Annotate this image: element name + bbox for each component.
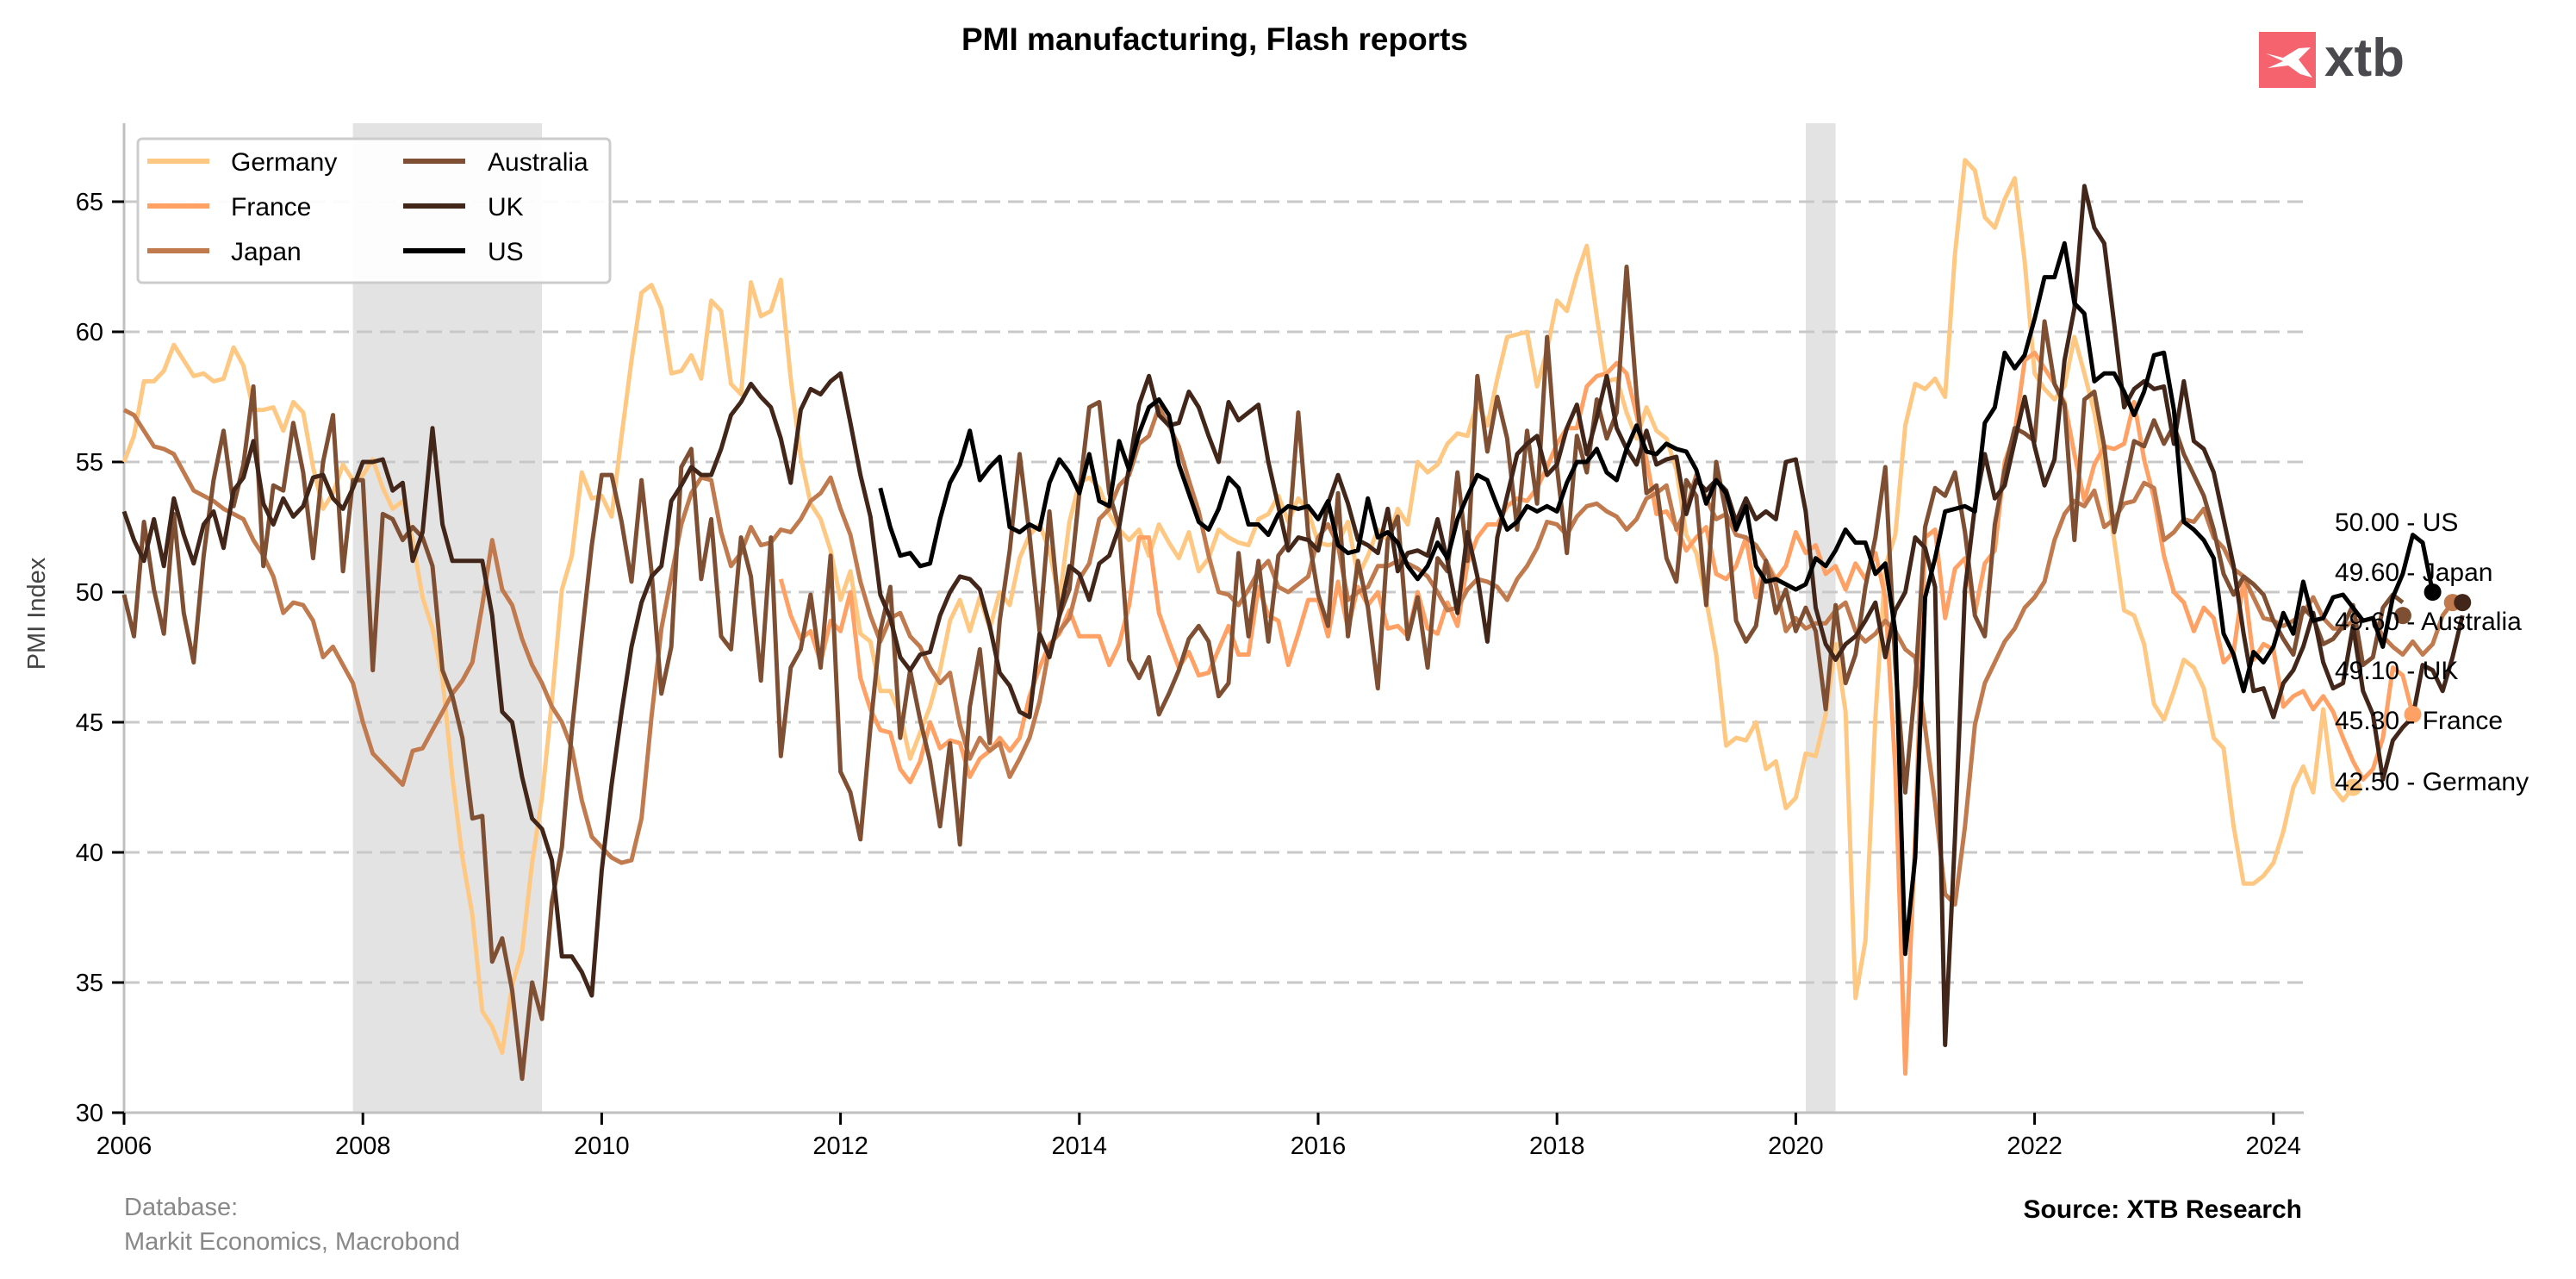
chart-title: PMI manufacturing, Flash reports — [961, 22, 1468, 57]
y-tick-label: 35 — [76, 970, 103, 997]
database-label: Database: — [124, 1194, 238, 1221]
series-endpoints — [2344, 583, 2472, 796]
legend-label-germany: Germany — [231, 148, 337, 177]
series-lines — [121, 158, 2465, 1082]
endpoint-dot-germany — [2344, 778, 2362, 796]
source-credit: Source: XTB Research — [2024, 1195, 2302, 1224]
endpoint-dot-france — [2404, 705, 2422, 723]
y-tick-label: 50 — [76, 579, 103, 607]
y-tick-label: 60 — [76, 319, 103, 346]
end-labels: 50.00 - US 49.60 - Japan 49.60 - Australia… — [2335, 508, 2529, 796]
series-line-us — [878, 240, 2436, 957]
x-tick-label: 2016 — [1291, 1132, 1347, 1160]
end-label: 45.30 - France — [2335, 707, 2503, 735]
endpoint-dot-us — [2424, 583, 2442, 601]
y-tick-label: 65 — [76, 189, 103, 216]
xtb-logo-text: xtb — [2324, 28, 2405, 88]
legend-label-us: US — [488, 238, 524, 266]
y-tick-label: 40 — [76, 839, 103, 867]
x-tick-label: 2008 — [335, 1132, 391, 1160]
end-label: 49.60 - Japan — [2335, 558, 2492, 587]
recession-band — [352, 123, 543, 1113]
legend: Germany France Japan Australia UK US — [136, 137, 612, 284]
x-tick-label: 2010 — [574, 1132, 630, 1160]
end-label: 42.50 - Germany — [2335, 768, 2529, 796]
xtb-x-icon-glyph — [2266, 47, 2312, 78]
y-tick-label: 30 — [76, 1100, 103, 1127]
recession-shading-group — [352, 123, 1836, 1113]
x-tick-label: 2022 — [2007, 1132, 2063, 1160]
end-label: 49.60 - Australia — [2335, 608, 2522, 636]
x-tick-label: 2020 — [1768, 1132, 1824, 1160]
database-sources: Markit Economics, Macrobond — [124, 1228, 460, 1256]
legend-label-australia: Australia — [488, 148, 588, 177]
y-tick-label: 45 — [76, 709, 103, 737]
x-tick-label: 2012 — [812, 1132, 868, 1160]
y-tick-label: 55 — [76, 449, 103, 477]
axes: 30 35 40 45 50 55 60 65 2006 2008 2010 2012 2014 2016… — [76, 123, 2304, 1160]
end-label: 50.00 - US — [2335, 508, 2458, 537]
x-tick-label: 2014 — [1052, 1132, 1108, 1160]
series-line-japan — [122, 405, 2455, 907]
end-label: 49.10 - UK — [2335, 657, 2458, 685]
series-line-uk — [121, 184, 2465, 1047]
endpoint-dot-uk — [2454, 594, 2472, 612]
x-tick-label: 2006 — [96, 1132, 152, 1160]
xtb-logo: xtb — [2259, 28, 2405, 88]
series-line-australia — [121, 265, 2405, 1082]
series-line-germany — [121, 158, 2355, 1055]
x-tick-label: 2018 — [1529, 1132, 1585, 1160]
y-axis-label: PMI Index — [23, 557, 51, 670]
legend-label-japan: Japan — [231, 238, 302, 266]
legend-label-france: France — [231, 193, 311, 221]
legend-label-uk: UK — [488, 193, 524, 221]
endpoint-dot-australia — [2393, 607, 2411, 625]
x-tick-label: 2024 — [2246, 1132, 2302, 1160]
legend-box — [136, 137, 612, 284]
